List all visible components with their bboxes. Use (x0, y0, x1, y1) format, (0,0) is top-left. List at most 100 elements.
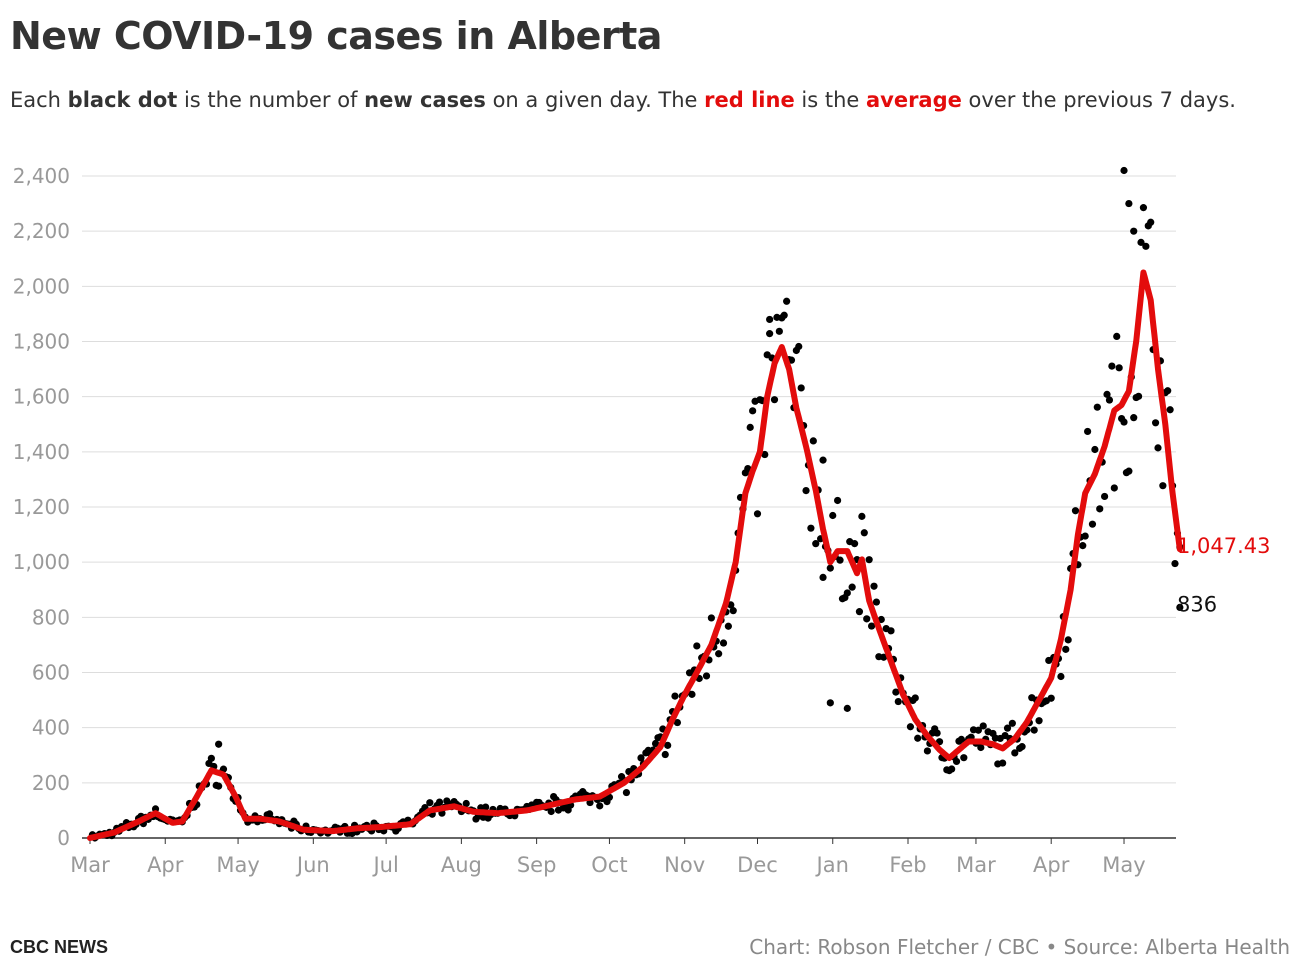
x-tick-label: May (216, 853, 259, 877)
daily-cases-dot (775, 327, 783, 335)
daily-cases-dot (761, 450, 769, 459)
x-tick-label: Apr (147, 853, 184, 877)
daily-cases-dot (1120, 418, 1128, 426)
subtitle-text: is the number of (177, 88, 365, 112)
daily-cases-dot (1011, 749, 1019, 757)
daily-cases-dot (1101, 492, 1109, 501)
daily-cases-dot (826, 564, 834, 572)
daily-cases-dot (834, 496, 842, 505)
daily-cases-dot (1147, 218, 1155, 226)
daily-cases-dot (1139, 204, 1148, 212)
subtitle-text: is the (794, 88, 866, 112)
y-tick-label: 800 (32, 605, 70, 629)
daily-cases-dot (858, 512, 866, 520)
x-tick-label: Nov (664, 853, 705, 877)
y-tick-label: 1,200 (13, 495, 70, 519)
daily-cases-dot (1151, 419, 1160, 427)
y-tick-label: 600 (32, 661, 70, 685)
daily-cases-dot (809, 437, 817, 445)
daily-cases-dot (960, 754, 968, 762)
daily-cases-dot (826, 699, 834, 707)
daily-cases-dot (426, 799, 434, 807)
daily-cases-dot (661, 750, 669, 759)
daily-cases-dot (1120, 166, 1128, 175)
daily-cases-dot (872, 598, 881, 606)
daily-cases-dot (435, 798, 444, 806)
daily-cases-dot (207, 754, 215, 762)
daily-cases-dot (1084, 427, 1092, 436)
daily-cases-dot (1125, 199, 1133, 208)
daily-cases-dot (870, 582, 878, 590)
daily-cases-dot (1091, 445, 1099, 454)
daily-cases-dot (860, 529, 868, 537)
daily-cases-dot (843, 704, 851, 712)
y-tick-label: 2,000 (13, 274, 70, 298)
daily-cases-dot (770, 396, 779, 404)
subtitle-text: Each (10, 88, 68, 112)
daily-cases-dot (914, 734, 922, 742)
subtitle-text: over the previous 7 days. (961, 88, 1236, 112)
x-tick-label: Apr (1033, 853, 1070, 877)
daily-cases-dot (795, 342, 803, 351)
daily-cases-dot (1062, 645, 1070, 653)
daily-cases-dot (744, 464, 752, 473)
y-tick-label: 1,400 (13, 440, 70, 464)
daily-cases-dot (807, 524, 815, 532)
daily-cases-dot (596, 802, 604, 810)
daily-cases-dot (482, 803, 490, 811)
daily-cases-dot (1079, 542, 1087, 550)
daily-cases-dot (1035, 717, 1043, 725)
last-cases-label: 836 (1177, 592, 1217, 616)
daily-cases-dot (979, 722, 987, 730)
daily-cases-dot (622, 788, 631, 797)
daily-cases-dot (724, 622, 732, 630)
daily-cases-dot (948, 765, 956, 773)
daily-cases-dot (894, 697, 902, 706)
chart-subtitle: Each black dot is the number of new case… (10, 88, 1236, 112)
y-tick-label: 1,600 (13, 385, 70, 409)
daily-cases-dot (819, 573, 827, 581)
y-tick-label: 200 (32, 771, 70, 795)
daily-cases-dot (766, 315, 774, 324)
x-tick-label: Sep (517, 853, 557, 877)
daily-cases-dot (848, 583, 856, 591)
subtitle-average: average (865, 88, 962, 112)
daily-cases-dot (952, 757, 961, 766)
daily-cases-dot (843, 589, 851, 597)
daily-cases-dot (753, 510, 762, 518)
subtitle-new-cases: new cases (364, 88, 486, 112)
daily-cases-dot (671, 692, 679, 700)
daily-cases-dot (1137, 238, 1145, 246)
daily-cases-dot (1159, 482, 1167, 490)
daily-cases-dot (1030, 726, 1038, 734)
last-average-label: 1,047.43 (1177, 534, 1271, 558)
daily-cases-dot (887, 627, 895, 635)
chart-credit: Chart: Robson Fletcher / CBC • Source: A… (749, 935, 1290, 959)
x-tick-label: Jul (371, 853, 398, 877)
daily-cases-dot (702, 672, 711, 680)
daily-cases-dot (829, 511, 837, 520)
daily-cases-dot (1064, 636, 1072, 644)
daily-cases-dot (923, 747, 932, 755)
daily-cases-dot (1003, 724, 1012, 732)
daily-cases-dot (1081, 532, 1089, 540)
daily-cases-dot (719, 639, 728, 647)
daily-cases-dot (865, 556, 873, 564)
daily-cases-dot (547, 807, 555, 816)
x-axis-ticks: Mar Apr May Jun Jul Aug Sep Oct Nov Dec Jan Feb Mar A… (70, 838, 1146, 877)
daily-cases-dot (1115, 364, 1123, 372)
grid-lines (82, 175, 1176, 839)
subtitle-text: on a given day. The (485, 88, 705, 112)
daily-cases-dot (1110, 484, 1118, 492)
daily-cases-dot (664, 741, 672, 749)
seven-day-average-line (87, 269, 1183, 841)
y-tick-label: 2,400 (13, 164, 70, 188)
daily-cases-dot (707, 614, 715, 622)
daily-cases-dot (462, 799, 470, 808)
x-tick-label: Oct (591, 853, 627, 877)
daily-cases-dot (215, 782, 223, 790)
daily-cases-dot (797, 384, 805, 392)
daily-cases-dot (850, 540, 859, 548)
daily-cases-dot (1134, 392, 1143, 400)
daily-cases-dot (1047, 694, 1055, 702)
